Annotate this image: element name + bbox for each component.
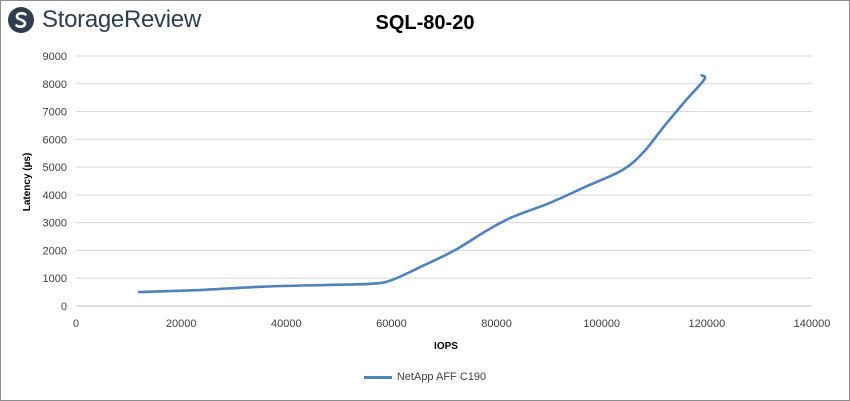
y-tick-label: 7000 [43,107,67,119]
y-tick-label: 0 [61,301,67,313]
y-tick-label: 4000 [43,190,67,202]
x-tick-labels: 0 20000 40000 60000 80000 100000 120000 140000 [73,318,830,330]
y-tick-label: 5000 [43,162,67,174]
storagereview-logo-icon [8,7,34,33]
x-tick-label: 100000 [583,318,620,330]
x-tick-label: 60000 [376,318,407,330]
legend[interactable]: NetApp AFF C190 [0,371,850,383]
y-tick-label: 8000 [43,79,67,91]
legend-label: NetApp AFF C190 [396,371,487,383]
gridlines [76,55,812,279]
x-tick-label: 0 [73,318,79,330]
x-tick-label: 80000 [481,318,512,330]
y-tick-label: 9000 [43,51,67,63]
y-tick-labels: 0 1000 2000 3000 4000 5000 6000 7000 8000 9000 [43,51,67,313]
x-tick-label: 120000 [688,318,725,330]
y-tick-label: 3000 [43,218,67,230]
brand-name: StorageReview [42,6,201,33]
chart-title: SQL-80-20 [375,12,475,34]
x-tick-label: 20000 [166,318,197,330]
legend-swatch [363,375,392,379]
y-axis-title: Latency (µs) [22,153,33,212]
y-tick-label: 6000 [43,134,67,146]
x-tick-label: 140000 [794,318,831,330]
y-tick-label: 2000 [43,245,67,257]
y-tick-label: 1000 [43,273,67,285]
x-tick-label: 40000 [271,318,302,330]
series-line-netapp-aff-c190 [137,74,707,294]
x-axis-title: IOPS [434,341,458,352]
storagereview-logo: StorageReview [6,3,201,37]
